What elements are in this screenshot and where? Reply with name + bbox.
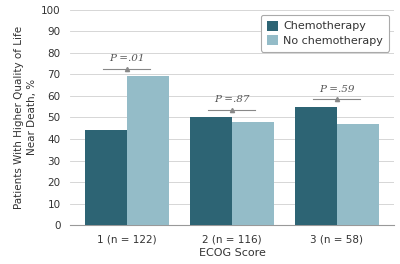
Bar xyxy=(232,122,274,225)
Bar xyxy=(295,107,337,225)
Text: P =.87: P =.87 xyxy=(214,96,250,105)
Bar xyxy=(85,130,127,225)
Bar xyxy=(337,124,379,225)
Bar xyxy=(190,117,232,225)
Bar xyxy=(127,76,169,225)
Y-axis label: Patients With Higher Quality of Life
Near Death, %: Patients With Higher Quality of Life Nea… xyxy=(14,26,37,209)
X-axis label: ECOG Score: ECOG Score xyxy=(199,248,266,258)
Text: P =.59: P =.59 xyxy=(319,85,354,94)
Text: P =.01: P =.01 xyxy=(109,54,144,63)
Legend: Chemotherapy, No chemotherapy: Chemotherapy, No chemotherapy xyxy=(261,15,389,52)
